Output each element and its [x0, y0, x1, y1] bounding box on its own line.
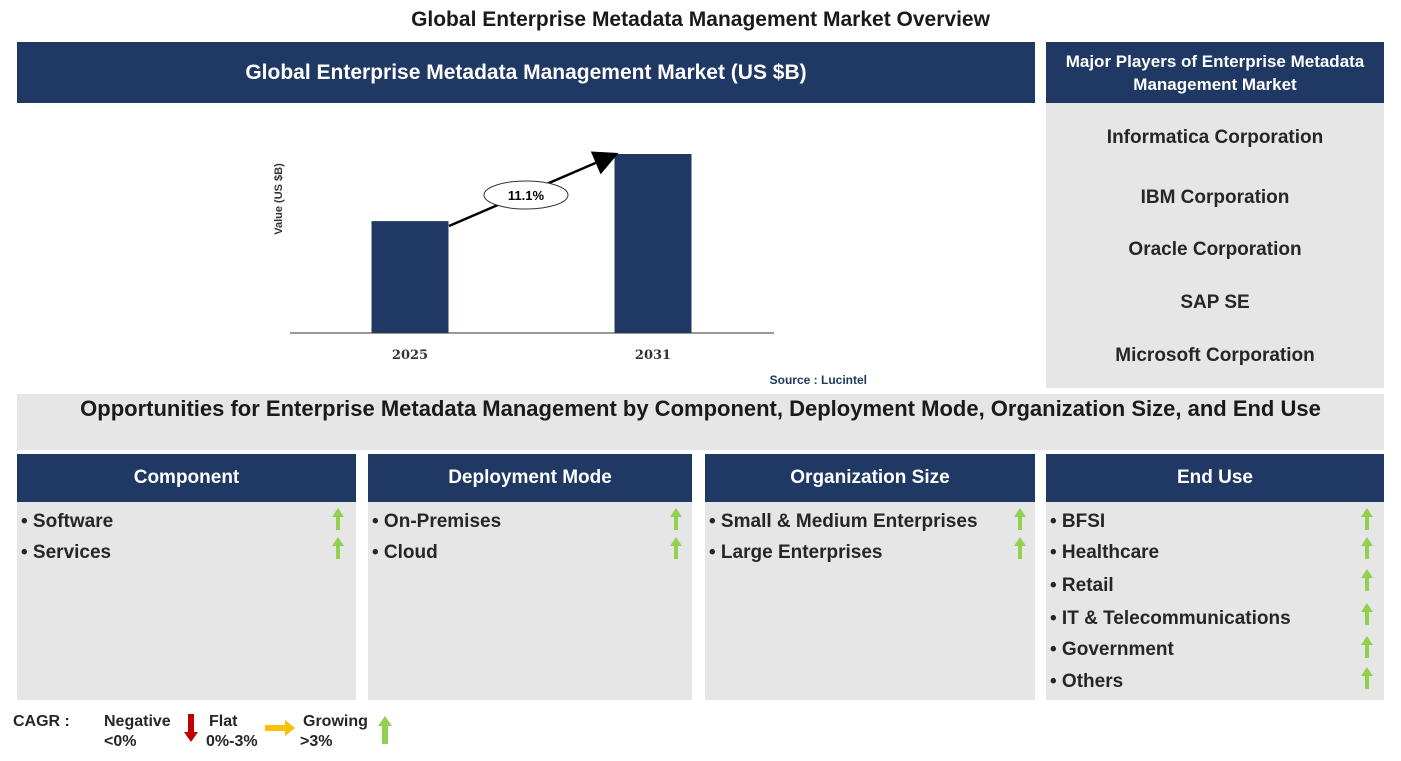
segment-panel-end-use: • BFSI • Healthcare • Retail • IT & Tele… — [1046, 502, 1384, 700]
segment-header-end-use: End Use — [1046, 454, 1384, 502]
segment-item: • Small & Medium Enterprises — [709, 511, 978, 532]
segment-item: • Healthcare — [1050, 542, 1160, 563]
segment-item: • Government — [1050, 639, 1174, 660]
segment-item: • BFSI — [1050, 511, 1106, 532]
segment-panel-deployment-mode: • On-Premises • Cloud — [368, 502, 692, 700]
segment-header-organization-size: Organization Size — [705, 454, 1035, 502]
segment-item: • Others — [1050, 671, 1124, 692]
legend-negative-label: Negative — [104, 713, 171, 730]
growing-arrow-icon — [670, 508, 682, 530]
legend-growing-range: >3% — [300, 733, 333, 750]
segment-item: • Services — [21, 542, 112, 563]
legend-growing-label: Growing — [303, 713, 368, 730]
legend-negative-range: <0% — [104, 733, 137, 750]
cagr-legend: CAGR : Negative <0% Flat 0%-3% Growing >… — [0, 700, 520, 761]
player-item: Oracle Corporation — [1128, 239, 1302, 260]
growing-arrow-icon — [332, 508, 344, 530]
player-item: SAP SE — [1180, 292, 1250, 313]
player-item: IBM Corporation — [1140, 187, 1290, 208]
growing-arrow-icon — [670, 537, 682, 559]
growing-arrow-icon — [1361, 667, 1373, 689]
segment-item: • Large Enterprises — [709, 542, 883, 563]
segment-header-component: Component — [17, 454, 356, 502]
segment-panel-organization-size: • Small & Medium Enterprises • Large Ent… — [705, 502, 1035, 700]
segment-item: • Software — [21, 511, 114, 532]
growing-arrow-icon — [1361, 569, 1373, 591]
flat-arrow-icon — [265, 720, 295, 736]
growing-arrow-icon — [1361, 508, 1373, 530]
y-axis-label: Value (US $B) — [273, 163, 285, 235]
legend-flat-range: 0%-3% — [206, 733, 258, 750]
players-header: Major Players of Enterprise Metadata Man… — [1046, 42, 1384, 103]
segment-panel-component: • Software • Services — [17, 502, 356, 700]
growing-arrow-icon — [378, 716, 392, 744]
legend-cagr-label: CAGR : — [13, 713, 70, 730]
growing-arrow-icon — [1361, 537, 1373, 559]
x-tick-label: 2025 — [392, 348, 428, 363]
growing-arrow-icon — [1014, 508, 1026, 530]
bar-2025 — [371, 221, 449, 333]
growing-arrow-icon — [332, 537, 344, 559]
segment-item: • On-Premises — [372, 511, 502, 532]
segment-item: • Retail — [1050, 575, 1114, 596]
player-item: Informatica Corporation — [1106, 127, 1324, 148]
x-tick-label: 2031 — [635, 348, 671, 363]
negative-arrow-icon — [184, 714, 198, 742]
opportunities-title: Opportunities for Enterprise Metadata Ma… — [17, 394, 1384, 450]
player-item: Microsoft Corporation — [1115, 345, 1315, 366]
chart-source: Source : Lucintel — [770, 373, 867, 387]
market-bar-chart: 2025 2031 Value (US $B) 11.1% Source : Lu… — [273, 151, 867, 387]
players-panel: Informatica Corporation IBM Corporation … — [1046, 103, 1384, 388]
page-title: Global Enterprise Metadata Management Ma… — [411, 8, 990, 31]
segment-item: • Cloud — [372, 542, 438, 563]
cagr-bubble — [483, 180, 569, 210]
legend-flat-label: Flat — [209, 713, 238, 730]
segment-header-deployment-mode: Deployment Mode — [368, 454, 692, 502]
market-chart-header: Global Enterprise Metadata Management Ma… — [17, 42, 1035, 103]
growing-arrow-icon — [1361, 636, 1373, 658]
growing-arrow-icon — [1361, 603, 1373, 625]
cagr-label: 11.1% — [508, 188, 545, 203]
segment-item: • IT & Telecommunications — [1050, 608, 1291, 629]
growing-arrow-icon — [1014, 537, 1026, 559]
bar-2031 — [614, 154, 692, 333]
